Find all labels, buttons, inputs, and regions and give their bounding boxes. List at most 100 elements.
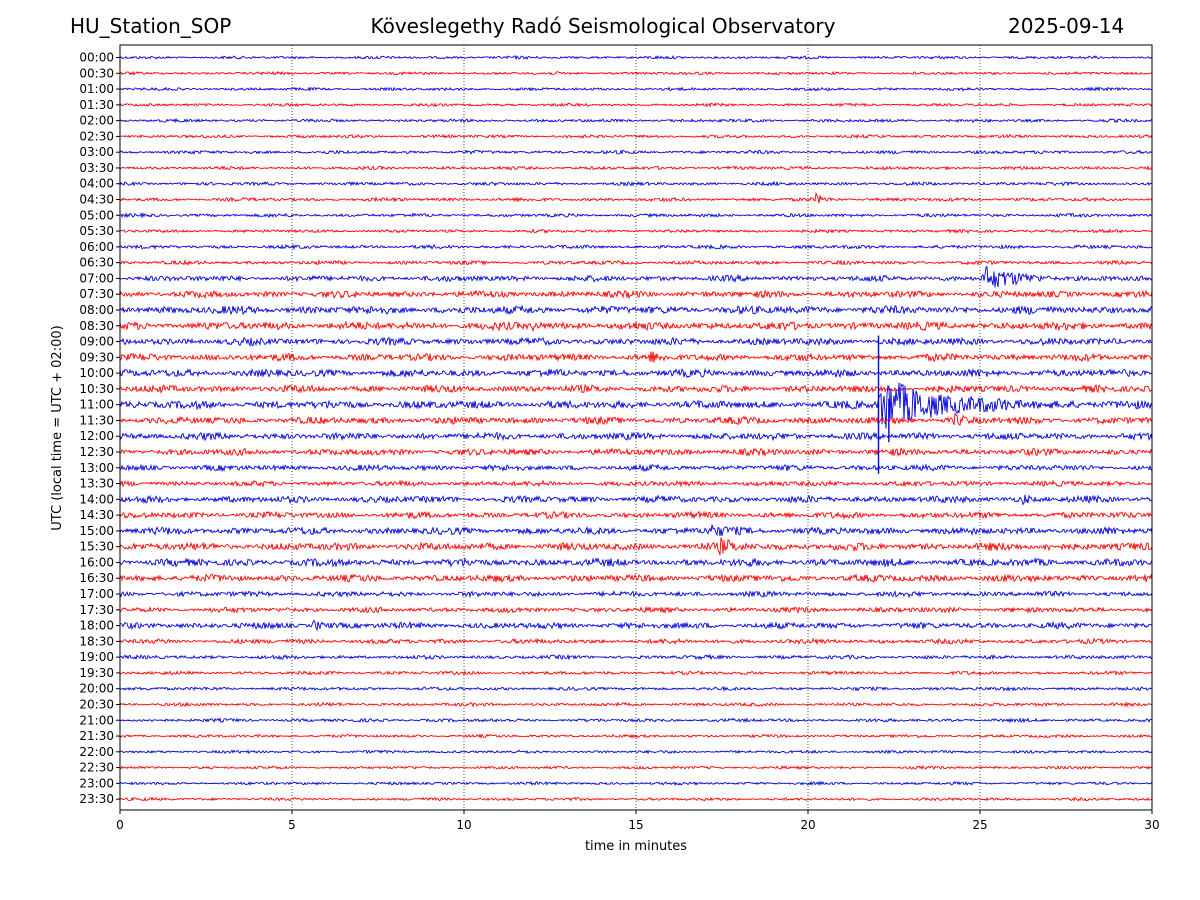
y-tick-label-18:00: 18:00: [79, 619, 114, 633]
y-tick-label-19:30: 19:30: [79, 666, 114, 680]
record-date: 2025-09-14: [1008, 14, 1125, 38]
observatory-title: Köveslegethy Radó Seismological Observat…: [370, 14, 836, 38]
y-tick-label-05:00: 05:00: [79, 208, 114, 222]
y-tick-label-09:00: 09:00: [79, 335, 114, 349]
y-tick-label-17:00: 17:00: [79, 587, 114, 601]
trace-20:00: [119, 685, 1153, 692]
y-axis-label: UTC (local time = UTC + 02:00): [50, 325, 65, 530]
y-tick-label-03:00: 03:00: [79, 145, 114, 159]
trace-06:30: [119, 258, 1153, 266]
trace-09:30: [119, 351, 1153, 363]
y-tick-label-13:00: 13:00: [79, 461, 114, 475]
y-tick-label-04:00: 04:00: [79, 177, 114, 191]
trace-03:30: [119, 165, 1153, 171]
trace-13:00: [119, 463, 1153, 473]
y-tick-label-04:30: 04:30: [79, 193, 114, 207]
trace-12:00: [119, 431, 1153, 442]
trace-02:30: [119, 133, 1153, 140]
trace-05:30: [119, 228, 1153, 234]
y-tick-label-00:30: 00:30: [79, 66, 114, 80]
trace-02:00: [119, 117, 1153, 124]
trace-14:30: [119, 510, 1153, 521]
trace-16:00: [119, 557, 1153, 568]
trace-14:00: [119, 494, 1153, 506]
trace-09:00: [119, 336, 1153, 347]
grid-lines: [291, 45, 981, 810]
x-axis-ticks: 0 5 10 15 20 25 30: [116, 810, 1160, 832]
trace-06:00: [119, 243, 1153, 251]
trace-11:30: [119, 412, 1153, 426]
y-tick-label-02:00: 02:00: [79, 114, 114, 128]
x-tick-label-0: 0: [116, 818, 124, 832]
y-tick-label-19:00: 19:00: [79, 650, 114, 664]
y-tick-label-01:00: 01:00: [79, 82, 114, 96]
y-tick-label-21:00: 21:00: [79, 713, 114, 727]
y-tick-label-03:30: 03:30: [79, 161, 114, 175]
trace-20:30: [119, 701, 1153, 708]
y-tick-label-05:30: 05:30: [79, 224, 114, 238]
x-tick-label-15: 15: [628, 818, 643, 832]
trace-22:00: [119, 749, 1153, 755]
trace-07:00: [119, 266, 1153, 288]
trace-08:00: [119, 304, 1153, 316]
trace-08:30: [119, 320, 1153, 332]
y-tick-label-01:30: 01:30: [79, 98, 114, 112]
y-tick-label-14:00: 14:00: [79, 492, 114, 506]
trace-13:30: [119, 479, 1153, 488]
x-tick-label-20: 20: [800, 818, 815, 832]
y-tick-label-22:00: 22:00: [79, 745, 114, 759]
y-tick-label-21:30: 21:30: [79, 729, 114, 743]
y-tick-label-08:00: 08:00: [79, 303, 114, 317]
y-tick-label-12:30: 12:30: [79, 445, 114, 459]
seismic-traces: [119, 55, 1153, 802]
trace-05:00: [119, 212, 1153, 219]
trace-21:30: [119, 733, 1153, 739]
y-tick-label-07:00: 07:00: [79, 271, 114, 285]
trace-17:00: [119, 590, 1153, 599]
event-spikes: [877, 335, 890, 474]
trace-15:00: [119, 524, 1153, 537]
y-tick-label-23:00: 23:00: [79, 776, 114, 790]
trace-17:30: [119, 605, 1153, 615]
x-tick-label-10: 10: [456, 818, 471, 832]
trace-16:30: [119, 573, 1153, 583]
trace-00:00: [119, 55, 1153, 61]
y-tick-label-00:00: 00:00: [79, 51, 114, 65]
y-tick-label-15:00: 15:00: [79, 524, 114, 538]
trace-01:30: [119, 102, 1153, 108]
y-tick-label-23:30: 23:30: [79, 792, 114, 806]
trace-18:30: [119, 637, 1153, 646]
y-tick-label-18:30: 18:30: [79, 634, 114, 648]
trace-23:30: [119, 796, 1153, 802]
trace-10:30: [119, 383, 1153, 394]
y-tick-label-20:00: 20:00: [79, 682, 114, 696]
y-tick-label-06:30: 06:30: [79, 256, 114, 270]
y-tick-label-17:30: 17:30: [79, 603, 114, 617]
y-tick-label-14:30: 14:30: [79, 508, 114, 522]
y-tick-label-10:30: 10:30: [79, 382, 114, 396]
y-tick-label-11:30: 11:30: [79, 413, 114, 427]
trace-19:00: [119, 653, 1153, 661]
trace-15:30: [119, 537, 1153, 556]
y-tick-label-08:30: 08:30: [79, 319, 114, 333]
trace-12:30: [119, 447, 1153, 458]
trace-23:00: [119, 780, 1153, 786]
trace-21:00: [119, 717, 1153, 724]
station-name: HU_Station_SOP: [70, 14, 232, 38]
y-tick-label-09:30: 09:30: [79, 350, 114, 364]
trace-10:00: [119, 367, 1153, 379]
trace-04:30: [119, 191, 1153, 204]
y-tick-label-20:30: 20:30: [79, 697, 114, 711]
trace-04:00: [119, 180, 1153, 187]
x-axis-label: time in minutes: [585, 839, 687, 854]
trace-18:00: [119, 619, 1153, 632]
trace-11:00: [119, 382, 1153, 429]
y-tick-label-07:30: 07:30: [79, 287, 114, 301]
y-tick-label-16:30: 16:30: [79, 571, 114, 585]
y-tick-label-06:00: 06:00: [79, 240, 114, 254]
y-tick-label-16:00: 16:00: [79, 555, 114, 569]
trace-07:30: [119, 289, 1153, 300]
y-tick-label-15:30: 15:30: [79, 540, 114, 554]
